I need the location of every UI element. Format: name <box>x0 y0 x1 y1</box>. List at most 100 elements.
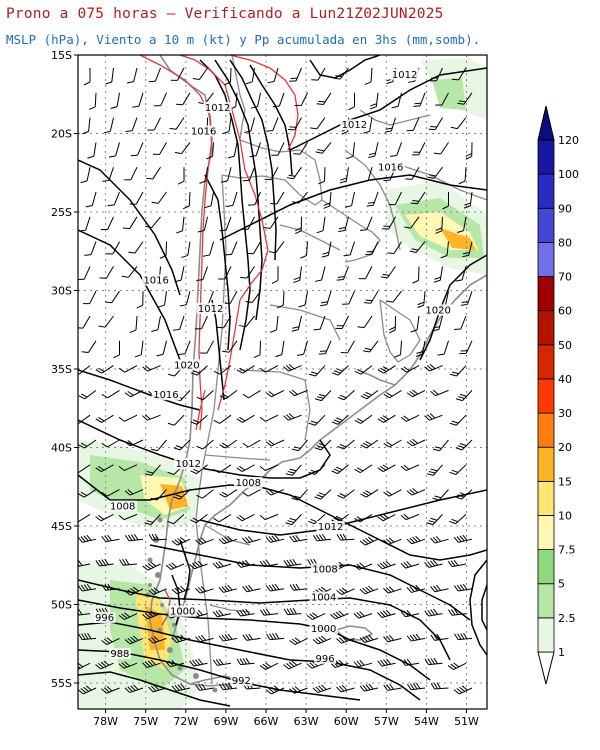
wind-barb <box>142 414 161 421</box>
wind-barb <box>101 439 120 448</box>
wind-barb <box>213 414 232 424</box>
wind-barb <box>101 534 120 543</box>
lon-tick-label: 51W <box>454 715 479 728</box>
wind-barb <box>391 92 402 109</box>
colorbar: 1 2.5 5 7.5 10 15 20 30 40 50 60 70 80 90 100 120 <box>537 105 579 685</box>
terrain-contour-east <box>179 55 269 411</box>
andes-isobar-1 <box>199 59 251 351</box>
wind-barb <box>213 513 232 523</box>
isobar-label-bg <box>316 520 345 532</box>
wind-barb <box>246 241 261 255</box>
isobar-label-bg <box>141 274 171 286</box>
wind-barb <box>410 315 420 333</box>
colorbar-swatch <box>537 480 555 516</box>
border-paraguay <box>321 199 381 263</box>
wind-barb <box>118 464 138 471</box>
wind-barb <box>167 414 185 426</box>
wind-barb <box>78 315 91 329</box>
wind-barb <box>266 632 285 641</box>
wind-barb <box>342 290 355 305</box>
wind-barb <box>192 67 208 80</box>
lon-tick-label: 78W <box>93 715 118 728</box>
map-frame <box>77 54 488 710</box>
isobar-label-bg <box>174 458 203 470</box>
wind-barb <box>181 241 191 258</box>
wind-barb <box>406 584 426 593</box>
wind-barb <box>204 191 214 209</box>
isobar-1000 <box>78 599 431 681</box>
border-provinces-5 <box>204 524 251 546</box>
wind-barb <box>259 365 279 373</box>
wind-barb <box>353 611 373 619</box>
wind-barb <box>453 685 473 695</box>
wind-barb <box>102 167 114 182</box>
isobar-label-bg <box>310 563 340 575</box>
wind-barb <box>84 241 97 256</box>
wind-barb <box>212 561 232 569</box>
wind-barb <box>291 489 308 501</box>
wind-barb <box>312 635 332 645</box>
isobar-label: 1004 <box>311 593 336 604</box>
wind-barb <box>283 363 302 372</box>
wind-barb <box>285 464 302 476</box>
isobar-label-bg <box>309 591 338 603</box>
wind-barb <box>144 464 161 476</box>
wind-barb <box>227 142 238 159</box>
wind-barb <box>318 340 332 355</box>
wind-barb <box>296 340 308 356</box>
wind-barb <box>430 536 449 544</box>
wind-barb <box>312 533 332 542</box>
isobar-label: 1008 <box>110 502 135 513</box>
wind-barb <box>272 92 285 108</box>
border-bolivia-south <box>239 139 323 201</box>
wind-barb <box>337 390 355 401</box>
wind-barb <box>289 637 308 645</box>
colorbar-swatch <box>537 515 555 551</box>
colorbar-label: 120 <box>558 134 579 147</box>
isobar-label: 992 <box>232 676 251 687</box>
wind-barb <box>283 558 302 567</box>
wind-barb <box>87 142 97 159</box>
wind-barb <box>447 559 467 568</box>
wind-barb <box>182 191 191 210</box>
wind-barb <box>100 216 114 231</box>
wind-barb <box>134 340 144 358</box>
wind-barb <box>364 290 379 304</box>
wind-barb <box>245 290 261 304</box>
wind-barb <box>219 216 232 232</box>
wind-barb <box>206 142 214 160</box>
wind-barb <box>236 365 255 374</box>
isobar-996 <box>78 621 421 701</box>
lon-tick-label: 69W <box>213 715 238 728</box>
isobar-1020 <box>419 254 487 361</box>
wind-barb <box>226 191 238 207</box>
wind-barb <box>158 291 167 308</box>
falklands-coast <box>335 625 373 641</box>
wind-barb <box>250 92 261 109</box>
wind-barb <box>449 414 467 426</box>
wind-barb <box>236 464 255 473</box>
wind-barb <box>455 266 467 282</box>
border-provinces-3 <box>239 369 311 441</box>
wind-barb <box>150 439 167 452</box>
isobar-label-bg <box>203 101 232 113</box>
wind-barb <box>286 166 302 180</box>
border-provinces-2 <box>269 304 341 341</box>
wind-barb <box>359 634 379 643</box>
wind-barb <box>242 167 255 182</box>
isobar-label-bg <box>340 119 369 131</box>
wind-barb <box>213 365 232 375</box>
wind-barb <box>289 686 308 694</box>
isobar-1012-north <box>309 55 381 79</box>
wind-barb <box>219 390 238 400</box>
wind-barb <box>142 561 161 571</box>
wind-barb <box>236 608 255 617</box>
wind-barb <box>95 414 114 423</box>
wind-barb <box>82 290 97 305</box>
wind-barb <box>432 315 443 332</box>
wind-barb <box>311 67 326 81</box>
wind-barb <box>293 142 308 155</box>
terrain-contour-south <box>195 389 206 431</box>
wind-barb <box>95 513 114 522</box>
wind-barb <box>78 414 91 424</box>
